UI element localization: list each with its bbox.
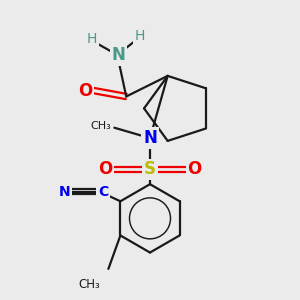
Text: O: O — [78, 82, 92, 100]
Text: CH₃: CH₃ — [78, 278, 100, 291]
Text: CH₃: CH₃ — [91, 121, 111, 131]
Text: O: O — [188, 160, 202, 178]
Text: N: N — [112, 46, 126, 64]
Text: N: N — [143, 129, 157, 147]
Text: H: H — [87, 32, 97, 46]
Text: N: N — [59, 184, 70, 199]
Text: O: O — [98, 160, 112, 178]
Text: H: H — [134, 28, 145, 43]
Text: C: C — [98, 184, 108, 199]
Text: S: S — [144, 160, 156, 178]
